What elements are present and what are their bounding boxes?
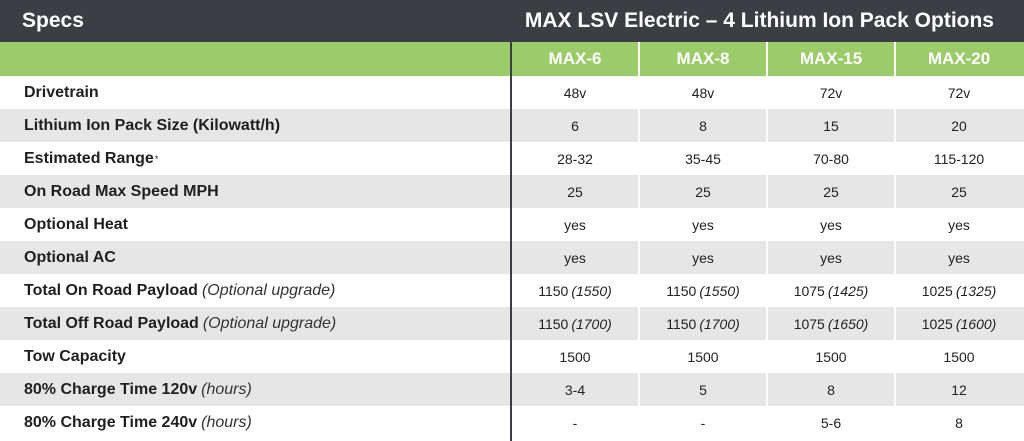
table-row: 80% Charge Time 120v (hours) 3-4 5 8 12 — [0, 373, 1024, 406]
table-row: 80% Charge Time 240v (hours) - - 5-6 8 — [0, 406, 1024, 439]
row-note: (Optional upgrade) — [201, 281, 336, 299]
column-divider — [510, 42, 512, 441]
column-header-max-8: MAX-8 — [676, 49, 730, 68]
column-header-bar — [0, 42, 1024, 76]
cell-max-8: 48v — [691, 84, 715, 101]
cell-max-20: 1025 (1600) — [921, 315, 997, 332]
table-title: MAX LSV Electric – 4 Lithium Ion Pack Op… — [524, 9, 994, 32]
row-note: (hours) — [201, 380, 252, 398]
row-label: 80% Charge Time 240v (hours) — [24, 413, 252, 431]
cell-max-6: - — [572, 414, 578, 431]
cell-max-20: yes — [948, 216, 970, 233]
cell-max-6: 1500 — [559, 348, 591, 365]
cell-max-15: 70-80 — [813, 150, 849, 167]
table-row: Total On Road Payload (Optional upgrade) … — [0, 274, 1024, 307]
cell-max-15: 5-6 — [820, 414, 842, 431]
cell-max-8: yes — [692, 216, 714, 233]
cell-max-15: 8 — [827, 381, 835, 398]
cell-max-15: 1500 — [815, 348, 847, 365]
table-row: On Road Max Speed MPH 25 25 25 25 — [0, 175, 1024, 208]
column-header-max-20: MAX-20 — [927, 49, 991, 68]
specs-title: Specs — [22, 9, 84, 32]
cell-max-8: 1150 (1550) — [666, 282, 740, 299]
cell-max-6: 6 — [571, 117, 579, 134]
cell-max-20: yes — [948, 249, 970, 266]
cell-max-8: 5 — [699, 381, 707, 398]
row-note: (hours) — [201, 413, 252, 431]
row-note: (Optional upgrade) — [202, 314, 337, 332]
cell-max-6: 25 — [567, 183, 583, 200]
cell-max-20: 1500 — [943, 348, 975, 365]
cell-max-20: 20 — [951, 117, 967, 134]
cell-max-15: 72v — [819, 84, 843, 101]
cell-max-20: 25 — [951, 183, 967, 200]
cell-max-15: 1075 (1425) — [793, 282, 869, 299]
table-row: Optional AC yes yes yes yes — [0, 241, 1024, 274]
table-row: Drivetrain 48v 48v 72v 72v — [0, 76, 1024, 109]
cell-max-20: 115-120 — [933, 150, 985, 167]
cell-max-20: 8 — [955, 414, 963, 431]
table-row: Estimated Range * 28-32 35-45 70-80 115-1… — [0, 142, 1024, 175]
cell-max-6: 1150 (1550) — [538, 282, 612, 299]
row-label: Optional AC — [24, 248, 116, 266]
row-label: 80% Charge Time 120v (hours) — [24, 380, 252, 398]
row-label: Total Off Road Payload (Optional upgrade) — [24, 314, 337, 332]
cell-max-8: 1500 — [687, 348, 719, 365]
row-label: Tow Capacity — [24, 347, 126, 365]
column-header-max-6: MAX-6 — [548, 49, 602, 68]
table-row: Total Off Road Payload (Optional upgrade)… — [0, 307, 1024, 340]
column-header-max-15: MAX-15 — [799, 49, 863, 68]
cell-max-8: 1150 (1700) — [666, 315, 740, 332]
cell-max-8: - — [700, 414, 706, 431]
table-row: Lithium Ion Pack Size (Kilowatt/h) 6 8 1… — [0, 109, 1024, 142]
cell-max-6: 48v — [563, 84, 587, 101]
column-divider — [894, 42, 896, 441]
cell-max-6: yes — [564, 216, 586, 233]
row-label: Lithium Ion Pack Size (Kilowatt/h) — [24, 116, 281, 134]
cell-max-15: 25 — [823, 183, 839, 200]
cell-max-8: 8 — [699, 117, 707, 134]
table-header-bar: Specs MAX LSV Electric – 4 Lithium Ion P… — [0, 0, 1024, 42]
cell-max-6: 3-4 — [564, 381, 586, 398]
cell-max-15: yes — [820, 216, 842, 233]
row-label: Optional Heat — [24, 215, 129, 233]
cell-max-20: 72v — [947, 84, 971, 101]
cell-max-20: 1025 (1325) — [921, 282, 997, 299]
footnote-marker: * — [154, 153, 159, 164]
cell-max-8: 35-45 — [685, 150, 721, 167]
cell-max-6: 1150 (1700) — [538, 315, 612, 332]
cell-max-15: yes — [820, 249, 842, 266]
row-label: On Road Max Speed MPH — [24, 182, 219, 200]
row-label: Estimated Range * — [24, 149, 159, 167]
column-divider — [766, 42, 768, 441]
cell-max-8: yes — [692, 249, 714, 266]
cell-max-20: 12 — [951, 381, 967, 398]
cell-max-15: 1075 (1650) — [793, 315, 869, 332]
cell-max-15: 15 — [823, 117, 839, 134]
cell-max-6: 28-32 — [557, 150, 593, 167]
table-row: Tow Capacity 1500 1500 1500 1500 — [0, 340, 1024, 373]
row-label: Drivetrain — [24, 83, 99, 101]
table-row: Optional Heat yes yes yes yes — [0, 208, 1024, 241]
column-divider — [638, 42, 640, 441]
cell-max-8: 25 — [695, 183, 711, 200]
cell-max-6: yes — [564, 249, 586, 266]
row-label: Total On Road Payload (Optional upgrade) — [24, 281, 336, 299]
